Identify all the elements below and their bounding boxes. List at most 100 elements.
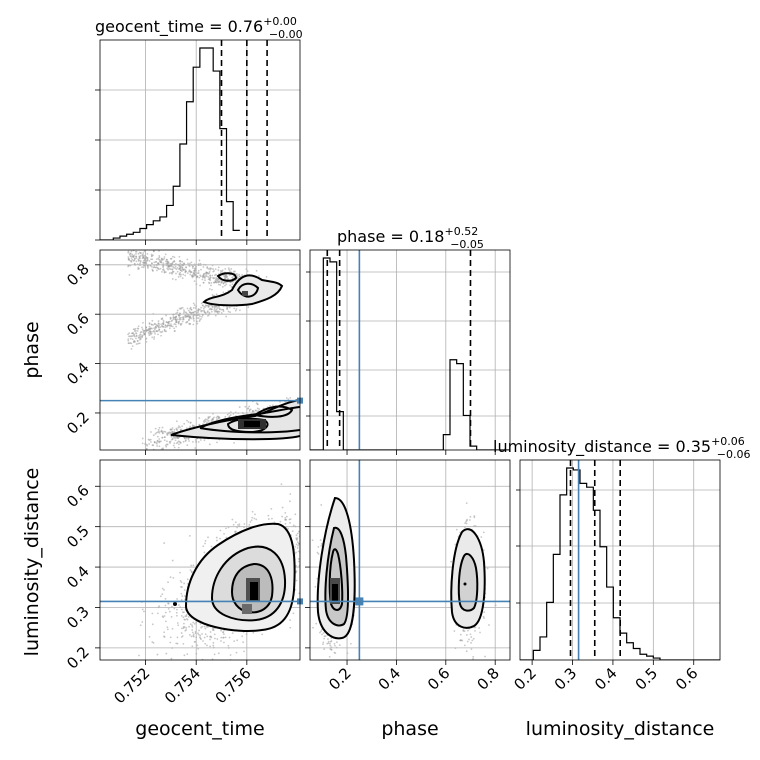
scatter-geocent-time-phase-pt-2018 <box>233 441 235 444</box>
scatter-geocent-time-phase-pt-1206 <box>178 316 181 319</box>
scatter-geocent-time-luminosity-distance-pt-1480 <box>211 627 214 630</box>
scatter-geocent-time-phase-pt-661 <box>203 276 206 279</box>
scatter-geocent-time-phase-pt-950 <box>229 311 231 314</box>
scatter-geocent-time-phase-pt-416 <box>132 255 135 258</box>
scatter-geocent-time-phase-pt-2330 <box>168 441 171 443</box>
scatter-geocent-time-phase-pt-1749 <box>173 428 176 431</box>
scatter-geocent-time-luminosity-distance-pt-471 <box>305 558 307 560</box>
scatter-geocent-time-phase-pt-112 <box>143 250 146 253</box>
scatter-geocent-time-phase-pt-401 <box>162 266 164 269</box>
scatter-geocent-time-luminosity-distance-pt-1837 <box>183 622 185 625</box>
scatter-geocent-time-luminosity-distance-pt-211 <box>242 641 245 643</box>
scatter-geocent-time-luminosity-distance-pt-475 <box>301 544 303 546</box>
scatter-geocent-time-phase-pt-1631 <box>285 397 288 399</box>
scatter-geocent-time-phase-pt-1716 <box>154 432 157 435</box>
scatter-geocent-time-phase-pt-1568 <box>166 440 168 443</box>
scatter-geocent-time-luminosity-distance-pt-238 <box>238 523 241 525</box>
scatter-geocent-time-luminosity-distance-pt-746 <box>270 507 273 510</box>
scatter-geocent-time-phase-pt-276 <box>155 266 158 269</box>
scatter-geocent-time-phase-pt-2382 <box>177 426 180 429</box>
scatter-geocent-time-phase-pt-1338 <box>161 318 163 321</box>
scatter-geocent-time-phase-pt-1223 <box>196 314 199 317</box>
scatter-geocent-time-phase-pt-1281 <box>142 331 145 334</box>
scatter-geocent-time-luminosity-distance-pt-753 <box>190 635 193 638</box>
scatter-geocent-time-phase-pt-253 <box>208 270 211 273</box>
scatter-geocent-time-luminosity-distance-pt-1920 <box>183 626 186 628</box>
scatter-geocent-time-luminosity-distance-pt-242 <box>204 642 207 645</box>
scatter-geocent-time-phase-pt-2231 <box>198 417 201 419</box>
scatter-geocent-time-phase-pt-233 <box>128 274 131 276</box>
scatter-geocent-time-luminosity-distance-pt-1911 <box>185 613 188 616</box>
scatter-geocent-time-luminosity-distance-pt-1121 <box>305 559 307 561</box>
scatter-geocent-time-phase-pt-1155 <box>189 306 192 309</box>
scatter-geocent-time-phase-pt-136 <box>168 272 171 275</box>
scatter-geocent-time-phase-pt-1238 <box>173 327 176 330</box>
scatter-geocent-time-phase-pt-1026 <box>228 306 231 309</box>
scatter-geocent-time-phase-pt-425 <box>156 269 158 272</box>
scatter-geocent-time-luminosity-distance-pt-1961 <box>306 570 308 572</box>
scatter-geocent-time-phase-pt-1021 <box>135 332 138 335</box>
scatter-geocent-time-phase-pt-290 <box>212 268 215 270</box>
scatter-geocent-time-phase-pt-2060 <box>185 439 187 442</box>
scatter-geocent-time-luminosity-distance-pt-245 <box>193 622 196 625</box>
scatter-geocent-time-phase-pt-424 <box>192 265 194 268</box>
scatter-geocent-time-phase-pt-1767 <box>155 442 158 445</box>
scatter-geocent-time-luminosity-distance-pt-947 <box>151 612 154 615</box>
scatter-geocent-time-luminosity-distance-pt-1509 <box>235 651 238 654</box>
scatter-geocent-time-luminosity-distance-pt-1768 <box>166 626 169 629</box>
scatter-geocent-time-phase-pt-1770 <box>165 445 168 448</box>
scatter-geocent-time-luminosity-distance-pt-1901 <box>167 602 169 605</box>
scatter-geocent-time-luminosity-distance-pt-1822 <box>297 558 300 560</box>
scatter-geocent-time-luminosity-distance-pt-1776 <box>197 633 200 636</box>
scatter-geocent-time-phase-pt-187 <box>175 268 178 271</box>
scatter-geocent-time-luminosity-distance-pt-1407 <box>184 615 187 618</box>
scatter-geocent-time-phase-pt-2368 <box>179 441 182 444</box>
scatter-geocent-time-phase-pt-1041 <box>158 324 161 327</box>
scatter-geocent-time-phase-pt-578 <box>178 255 181 258</box>
scatter-geocent-time-luminosity-distance-pt-1683 <box>161 593 164 595</box>
scatter-geocent-time-phase-pt-56 <box>157 257 160 260</box>
scatter-geocent-time-phase-pt-420 <box>152 250 155 252</box>
scatter-geocent-time-phase-pt-761 <box>176 309 179 312</box>
scatter-geocent-time-phase-pt-899 <box>165 314 168 317</box>
scatter-geocent-time-phase-pt-1231 <box>238 309 241 312</box>
scatter-geocent-time-luminosity-distance-pt-1668 <box>179 579 182 582</box>
scatter-geocent-time-luminosity-distance-pt-1242 <box>304 512 306 514</box>
scatter-geocent-time-phase-pt-1157 <box>214 310 217 313</box>
scatter-geocent-time-luminosity-distance-pt-1737 <box>308 497 310 499</box>
scatter-geocent-time-phase-pt-1347 <box>192 302 195 305</box>
scatter-geocent-time-phase-pt-308 <box>213 270 215 272</box>
scatter-geocent-time-phase-pt-2004 <box>148 439 151 441</box>
scatter-phase-luminosity-distance-pt-540 <box>320 543 323 545</box>
scatter-geocent-time-phase-pt-690 <box>151 269 154 272</box>
scatter-geocent-time-phase-pt-1261 <box>207 306 210 309</box>
scatter-geocent-time-phase-pt-870 <box>220 308 223 311</box>
scatter-geocent-time-phase-pt-2061 <box>238 406 241 408</box>
scatter-geocent-time-phase-pt-1260 <box>133 335 136 338</box>
scatter-geocent-time-phase-pt-1280 <box>196 322 199 325</box>
scatter-geocent-time-luminosity-distance-pt-1324 <box>289 493 292 495</box>
scatter-geocent-time-phase-pt-1929 <box>229 411 232 413</box>
scatter-geocent-time-phase-pt-1402 <box>207 421 209 423</box>
scatter-geocent-time-luminosity-distance-pt-555 <box>289 522 291 524</box>
scatter-geocent-time-phase-pt-376 <box>221 270 223 273</box>
scatter-geocent-time-luminosity-distance-pt-1201 <box>170 615 173 618</box>
scatter-geocent-time-luminosity-distance-pt-513 <box>250 519 253 522</box>
scatter-geocent-time-luminosity-distance-pt-1977 <box>192 564 195 567</box>
scatter-geocent-time-phase-pt-1229 <box>186 307 189 310</box>
scatter-geocent-time-phase-pt-1847 <box>206 419 209 421</box>
scatter-geocent-time-phase-pt-2240 <box>171 438 174 440</box>
scatter-geocent-time-phase-pt-970 <box>199 315 201 318</box>
scatter-geocent-time-phase-pt-556 <box>187 262 189 265</box>
scatter-geocent-time-luminosity-distance-pt-1297 <box>217 652 220 655</box>
scatter-geocent-time-luminosity-distance-pt-1303 <box>163 631 166 634</box>
scatter-geocent-time-luminosity-distance-pt-102 <box>187 616 190 618</box>
scatter-geocent-time-phase-pt-1435 <box>152 444 155 447</box>
scatter-geocent-time-luminosity-distance-pt-1145 <box>192 633 195 636</box>
scatter-geocent-time-phase-pt-1166 <box>137 325 140 328</box>
scatter-geocent-time-luminosity-distance-pt-877 <box>281 506 284 509</box>
scatter-geocent-time-phase-pt-2251 <box>216 441 218 444</box>
scatter-geocent-time-phase-pt-1341 <box>170 325 172 328</box>
scatter-geocent-time-phase-pt-762 <box>138 342 141 345</box>
scatter-geocent-time-phase-pt-2322 <box>252 410 255 413</box>
